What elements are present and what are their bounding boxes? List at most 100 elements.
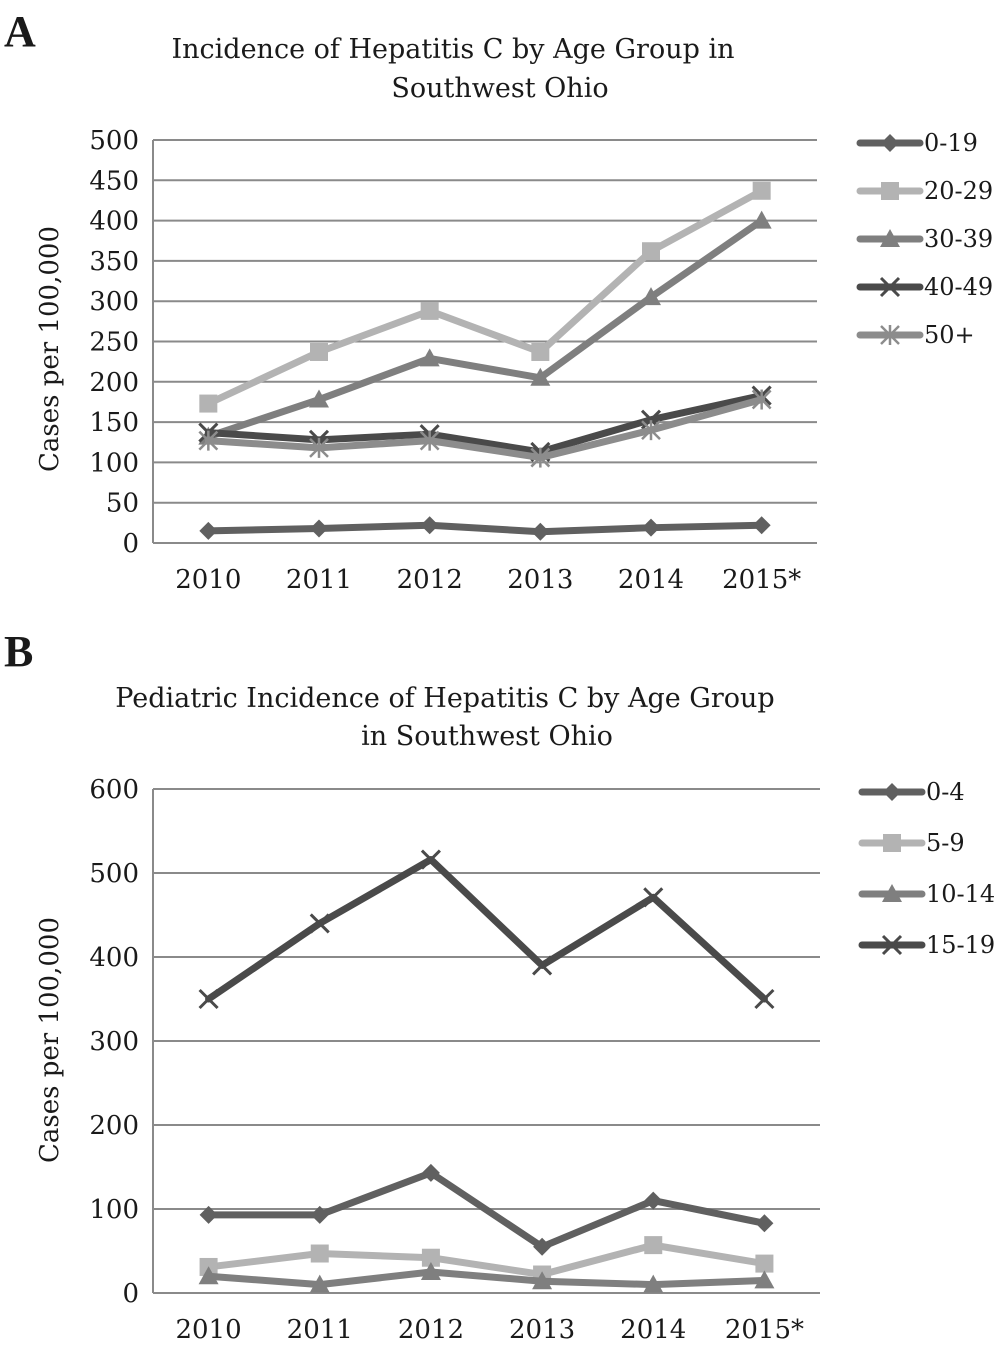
data-point-50+ (641, 420, 661, 441)
legend-label: 50+ (924, 321, 975, 349)
data-point-0-19 (199, 521, 218, 540)
series-line-50+ (204, 396, 766, 462)
data-point-15-19-stroke (754, 988, 775, 1010)
legend-marker (881, 134, 899, 152)
data-point-10-14 (309, 1274, 330, 1293)
y-axis-label-a: Cases per 100,000 (35, 226, 65, 472)
data-point-15-19-stroke (198, 988, 219, 1010)
y-tick-label: 100 (89, 448, 139, 478)
legend-marker (879, 276, 901, 298)
data-point-20-29 (199, 394, 218, 413)
y-tick-label: 300 (89, 1027, 139, 1057)
legend-b: 0-4 5-9 10-14 15-19 (858, 778, 995, 959)
data-point-0-4 (533, 1237, 552, 1256)
chart-title-b-line1: Pediatric Incidence of Hepatitis C by Ag… (115, 683, 774, 714)
data-point-0-19 (531, 522, 550, 541)
data-point-15-19 (643, 887, 664, 908)
y-tick-label: 350 (89, 247, 139, 277)
x-tick-label: 2015* (725, 1315, 804, 1345)
series-line-10-14 (205, 1268, 768, 1289)
data-point-20-29 (420, 301, 439, 320)
series-line-5-9 (205, 1241, 768, 1279)
data-point-20-29 (752, 181, 771, 200)
panel-letter-a: A (4, 7, 36, 56)
series-line-0-4 (205, 1169, 768, 1251)
data-point-15-19 (198, 988, 219, 1010)
data-point-10-14 (643, 1274, 664, 1293)
y-tick-label: 50 (106, 489, 139, 519)
data-point-15-19 (420, 849, 441, 870)
data-point-10-14 (754, 1270, 775, 1289)
y-tick-labels-b: 0 100 200 300 400 500 600 (89, 775, 139, 1309)
legend-item-15-19: 15-19 (858, 931, 995, 959)
legend-item-0-19: 0-19 (856, 129, 978, 157)
x-tick-label: 2015* (722, 565, 801, 595)
data-point-0-4 (755, 1214, 774, 1233)
series-group-a (198, 181, 772, 541)
y-tick-label: 300 (89, 287, 139, 317)
y-tick-label: 200 (89, 368, 139, 398)
series-line-0-19 (204, 521, 766, 536)
legend-marker-stroke (879, 276, 901, 298)
data-point-15-19-stroke (532, 955, 553, 976)
x-tick-label: 2013 (509, 1315, 575, 1345)
y-tick-label: 250 (89, 328, 139, 358)
data-point-10-14 (420, 1262, 441, 1280)
legend-marker (881, 934, 903, 956)
data-point-15-19-stroke (643, 887, 664, 908)
chart-title-a-line1: Incidence of Hepatitis C by Age Group in (171, 34, 734, 65)
data-point-20-29 (310, 342, 328, 361)
data-point-15-19 (532, 955, 553, 976)
y-tick-label: 500 (89, 126, 139, 156)
data-point-10-14 (532, 1271, 553, 1290)
legend-label: 40-49 (924, 273, 993, 301)
chart-title-b-line2: in Southwest Ohio (361, 721, 613, 752)
legend-item-20-29: 20-29 (856, 177, 993, 205)
data-point-5-9 (421, 1248, 440, 1267)
data-point-20-29 (642, 242, 660, 261)
data-point-30-39 (419, 348, 440, 367)
legend-marker (881, 182, 899, 200)
legend-item-10-14: 10-14 (858, 880, 995, 908)
legend-a: 0-19 20-29 30-39 40-49 50+ (856, 129, 993, 349)
x-tick-label: 2012 (398, 1315, 464, 1345)
legend-label: 10-14 (926, 880, 995, 908)
data-point-30-39 (530, 367, 551, 386)
data-point-15-19 (309, 913, 330, 934)
data-point-0-4 (421, 1163, 440, 1182)
legend-label: 0-4 (926, 778, 965, 806)
x-tick-label: 2012 (397, 565, 463, 595)
y-tick-label: 400 (89, 207, 139, 237)
data-point-5-9 (755, 1254, 774, 1273)
data-point-0-4 (310, 1205, 329, 1224)
legend-label: 5-9 (926, 829, 965, 857)
x-tick-label: 2011 (286, 565, 352, 595)
data-point-50+ (198, 430, 219, 451)
y-tick-label: 0 (122, 1279, 139, 1309)
x-tick-label: 2010 (175, 565, 241, 595)
data-point-50+ (419, 430, 440, 451)
y-tick-label: 150 (89, 408, 139, 438)
legend-item-40-49: 40-49 (856, 273, 993, 301)
data-point-0-4 (199, 1205, 218, 1224)
x-tick-labels-b: 2010 2011 2012 2013 2014 2015* (175, 1315, 804, 1345)
y-tick-label: 500 (89, 859, 139, 889)
series-5-9 (199, 1236, 774, 1284)
series-15-19 (198, 849, 775, 1010)
legend-marker (883, 834, 901, 852)
series-50+ (198, 389, 772, 468)
x-tick-label: 2014 (618, 565, 684, 595)
legend-item-0-4: 0-4 (858, 778, 965, 806)
x-tick-label: 2011 (287, 1315, 353, 1345)
legend-marker (880, 325, 900, 345)
data-point-0-19 (752, 516, 771, 535)
data-point-5-9 (644, 1236, 663, 1255)
data-point-10-14 (198, 1266, 219, 1285)
data-point-50+ (530, 447, 551, 468)
series-line-30-39 (204, 217, 766, 441)
data-point-15-19-stroke (309, 913, 330, 934)
legend-marker-stroke (881, 934, 903, 956)
data-point-0-4 (644, 1191, 663, 1210)
series-20-29 (199, 181, 771, 413)
